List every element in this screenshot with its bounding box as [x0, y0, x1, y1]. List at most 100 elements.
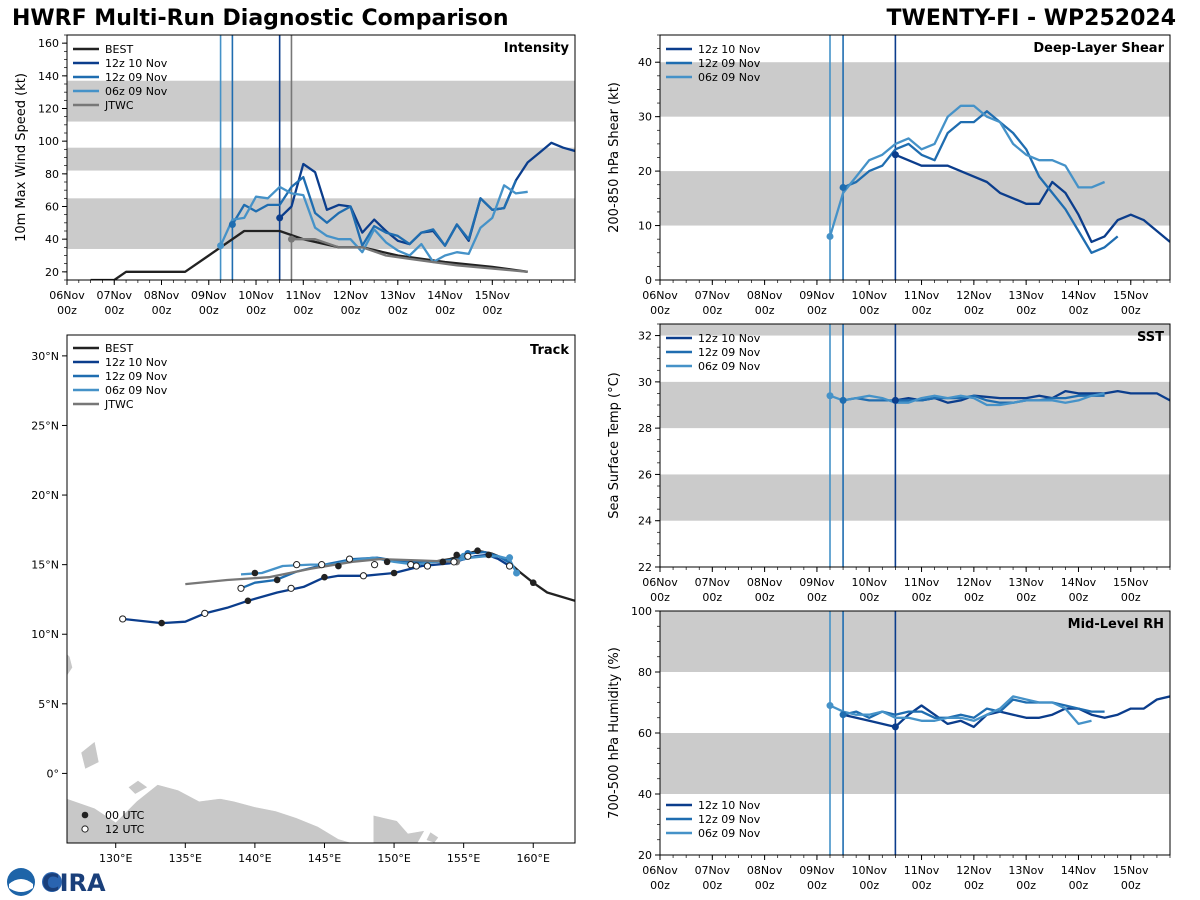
sst-xtick-label-4: 10Nov: [851, 576, 887, 589]
track-map-area: [67, 547, 575, 843]
shear-title: Deep-Layer Shear: [1033, 41, 1164, 56]
track-12utc-dot: [370, 561, 379, 569]
intensity-legend-label-2: 12z 09 Nov: [105, 71, 168, 84]
track-12utc-dot: [464, 552, 472, 560]
rh-init-marker-0: [891, 723, 899, 731]
sst-init-marker-0: [891, 396, 899, 404]
storm-id-title: TWENTY-FI - WP252024: [886, 6, 1176, 31]
rh-xtick-label-9: 15Nov: [1113, 864, 1149, 877]
track-12utc-dot: [423, 562, 432, 570]
shear-xtick-sublabel-6: 00z: [964, 304, 984, 317]
intensity-init-marker-2: [217, 242, 225, 250]
track-00utc-dot: [321, 573, 328, 581]
rh-xtick-label-3: 09Nov: [799, 864, 835, 877]
sst-ytick-label-1: 24: [638, 515, 652, 528]
sst-init-marker-2: [826, 392, 834, 400]
intensity-init-marker-3: [287, 235, 295, 243]
track-lat-label-4: 20°N: [31, 489, 59, 502]
track-12utc-dot: [318, 561, 326, 569]
shear-xtick-label-0: 06Nov: [642, 289, 678, 302]
intensity-series-3: [219, 184, 528, 264]
track-00utc-dot: [383, 558, 391, 566]
shear-ytick-label-0: 0: [645, 274, 652, 287]
intensity-xtick-label-8: 14Nov: [427, 289, 463, 302]
track-lon-label-6: 160°E: [517, 852, 550, 865]
track-12utc-dot: [119, 615, 127, 623]
intensity-legend-label-3: 06z 09 Nov: [105, 85, 168, 98]
cira-logo-text: CIRA: [42, 869, 106, 897]
sst-series-2: [829, 392, 1105, 407]
shear-xtick-sublabel-2: 00z: [755, 304, 775, 317]
rh-xtick-label-4: 10Nov: [851, 864, 887, 877]
shear-xtick-sublabel-3: 00z: [807, 304, 827, 317]
track-12utc-dot: [201, 609, 209, 617]
intensity-xtick-sublabel-5: 00z: [293, 304, 313, 317]
sst-ytick-label-3: 28: [638, 422, 652, 435]
track-lat-label-6: 30°N: [31, 350, 59, 363]
rh-xtick-sublabel-2: 00z: [755, 879, 775, 892]
intensity-xtick-label-1: 07Nov: [97, 289, 133, 302]
rh-xtick-label-2: 08Nov: [747, 864, 783, 877]
intensity-series-2: [231, 175, 517, 247]
intensity-xtick-label-6: 12Nov: [333, 289, 369, 302]
track-legend-label-2: 12z 09 Nov: [105, 370, 168, 383]
landmass-2: [127, 780, 149, 795]
shear-xtick-label-9: 15Nov: [1113, 289, 1149, 302]
sst-xtick-sublabel-9: 00z: [1121, 591, 1141, 604]
rh-xtick-sublabel-7: 00z: [1016, 879, 1036, 892]
track-00utc-dot: [485, 551, 493, 559]
shear-ytick-label-3: 30: [638, 111, 652, 124]
track-lat-label-5: 25°N: [31, 419, 59, 432]
sst-ytick-label-5: 32: [638, 330, 652, 343]
intensity-xtick-label-5: 11Nov: [286, 289, 322, 302]
intensity-xtick-label-7: 13Nov: [380, 289, 416, 302]
shear-init-marker-2: [826, 232, 834, 240]
rh-init-marker-2: [826, 702, 834, 710]
intensity-ytick-label-4: 100: [38, 135, 59, 148]
intensity-ytick-label-5: 120: [38, 103, 59, 116]
track-lon-label-1: 135°E: [169, 852, 202, 865]
track-lat-label-3: 15°N: [31, 559, 59, 572]
intensity-xtick-sublabel-0: 00z: [57, 304, 77, 317]
track-12utc-dot: [345, 555, 354, 563]
intensity-init-marker-1: [228, 220, 236, 228]
legend-12utc-label: 12 UTC: [105, 823, 145, 836]
rh-xtick-label-1: 07Nov: [695, 864, 731, 877]
track-lat-label-1: 5°N: [38, 698, 59, 711]
shear-xtick-label-8: 14Nov: [1061, 289, 1097, 302]
track-legend-label-1: 12z 10 Nov: [105, 356, 168, 369]
rh-plot-area: [660, 611, 1170, 855]
sst-band-2: [660, 324, 1170, 336]
sst-init-marker-1: [839, 396, 847, 404]
intensity-title: Intensity: [504, 41, 570, 56]
track-lat-label-2: 10°N: [31, 628, 59, 641]
intensity-ytick-label-1: 40: [45, 233, 59, 246]
track-12utc-dot: [237, 584, 245, 592]
track-lat-label-0: 0°: [47, 767, 60, 780]
track-12utc-dot: [293, 561, 301, 569]
cira-globe-icon: [42, 872, 62, 892]
cira-logo: CIRA: [7, 868, 106, 897]
intensity-xtick-sublabel-1: 00z: [104, 304, 124, 317]
intensity-xtick-sublabel-7: 00z: [388, 304, 408, 317]
rh-legend-label-0: 12z 10 Nov: [698, 799, 761, 812]
shear-xtick-label-7: 13Nov: [1008, 289, 1044, 302]
rh-xtick-sublabel-3: 00z: [807, 879, 827, 892]
rh-xtick-label-6: 12Nov: [956, 864, 992, 877]
sst-plot-area: [660, 324, 1170, 567]
sst-legend-label-0: 12z 10 Nov: [698, 332, 761, 345]
intensity-xtick-sublabel-3: 00z: [199, 304, 219, 317]
landmass-0: [67, 784, 353, 843]
shear-ytick-label-1: 10: [638, 220, 652, 233]
rh-xtick-label-5: 11Nov: [904, 864, 940, 877]
track-legend-label-3: 06z 09 Nov: [105, 384, 168, 397]
sst-xtick-label-7: 13Nov: [1008, 576, 1044, 589]
track-legend-label-4: JTWC: [104, 398, 134, 411]
rh-xtick-sublabel-5: 00z: [912, 879, 932, 892]
rh-xtick-sublabel-4: 00z: [859, 879, 879, 892]
intensity-init-marker-0: [276, 214, 284, 222]
rh-xtick-sublabel-9: 00z: [1121, 879, 1141, 892]
track-00utc-dot: [474, 547, 481, 555]
legend-00utc-label: 00 UTC: [105, 809, 145, 822]
shear-series-2: [828, 104, 1106, 237]
